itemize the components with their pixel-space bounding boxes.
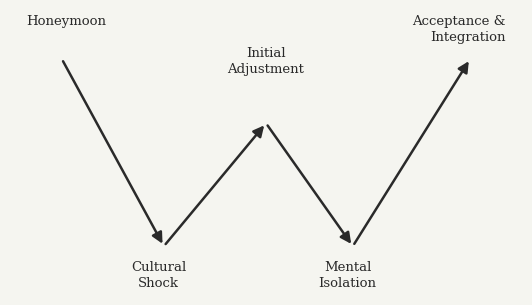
- Text: Initial
Adjustment: Initial Adjustment: [228, 47, 304, 76]
- Text: Mental
Isolation: Mental Isolation: [319, 261, 377, 290]
- Text: Cultural
Shock: Cultural Shock: [131, 261, 186, 290]
- Text: Acceptance &
Integration: Acceptance & Integration: [412, 15, 506, 44]
- Text: Honeymoon: Honeymoon: [26, 15, 106, 28]
